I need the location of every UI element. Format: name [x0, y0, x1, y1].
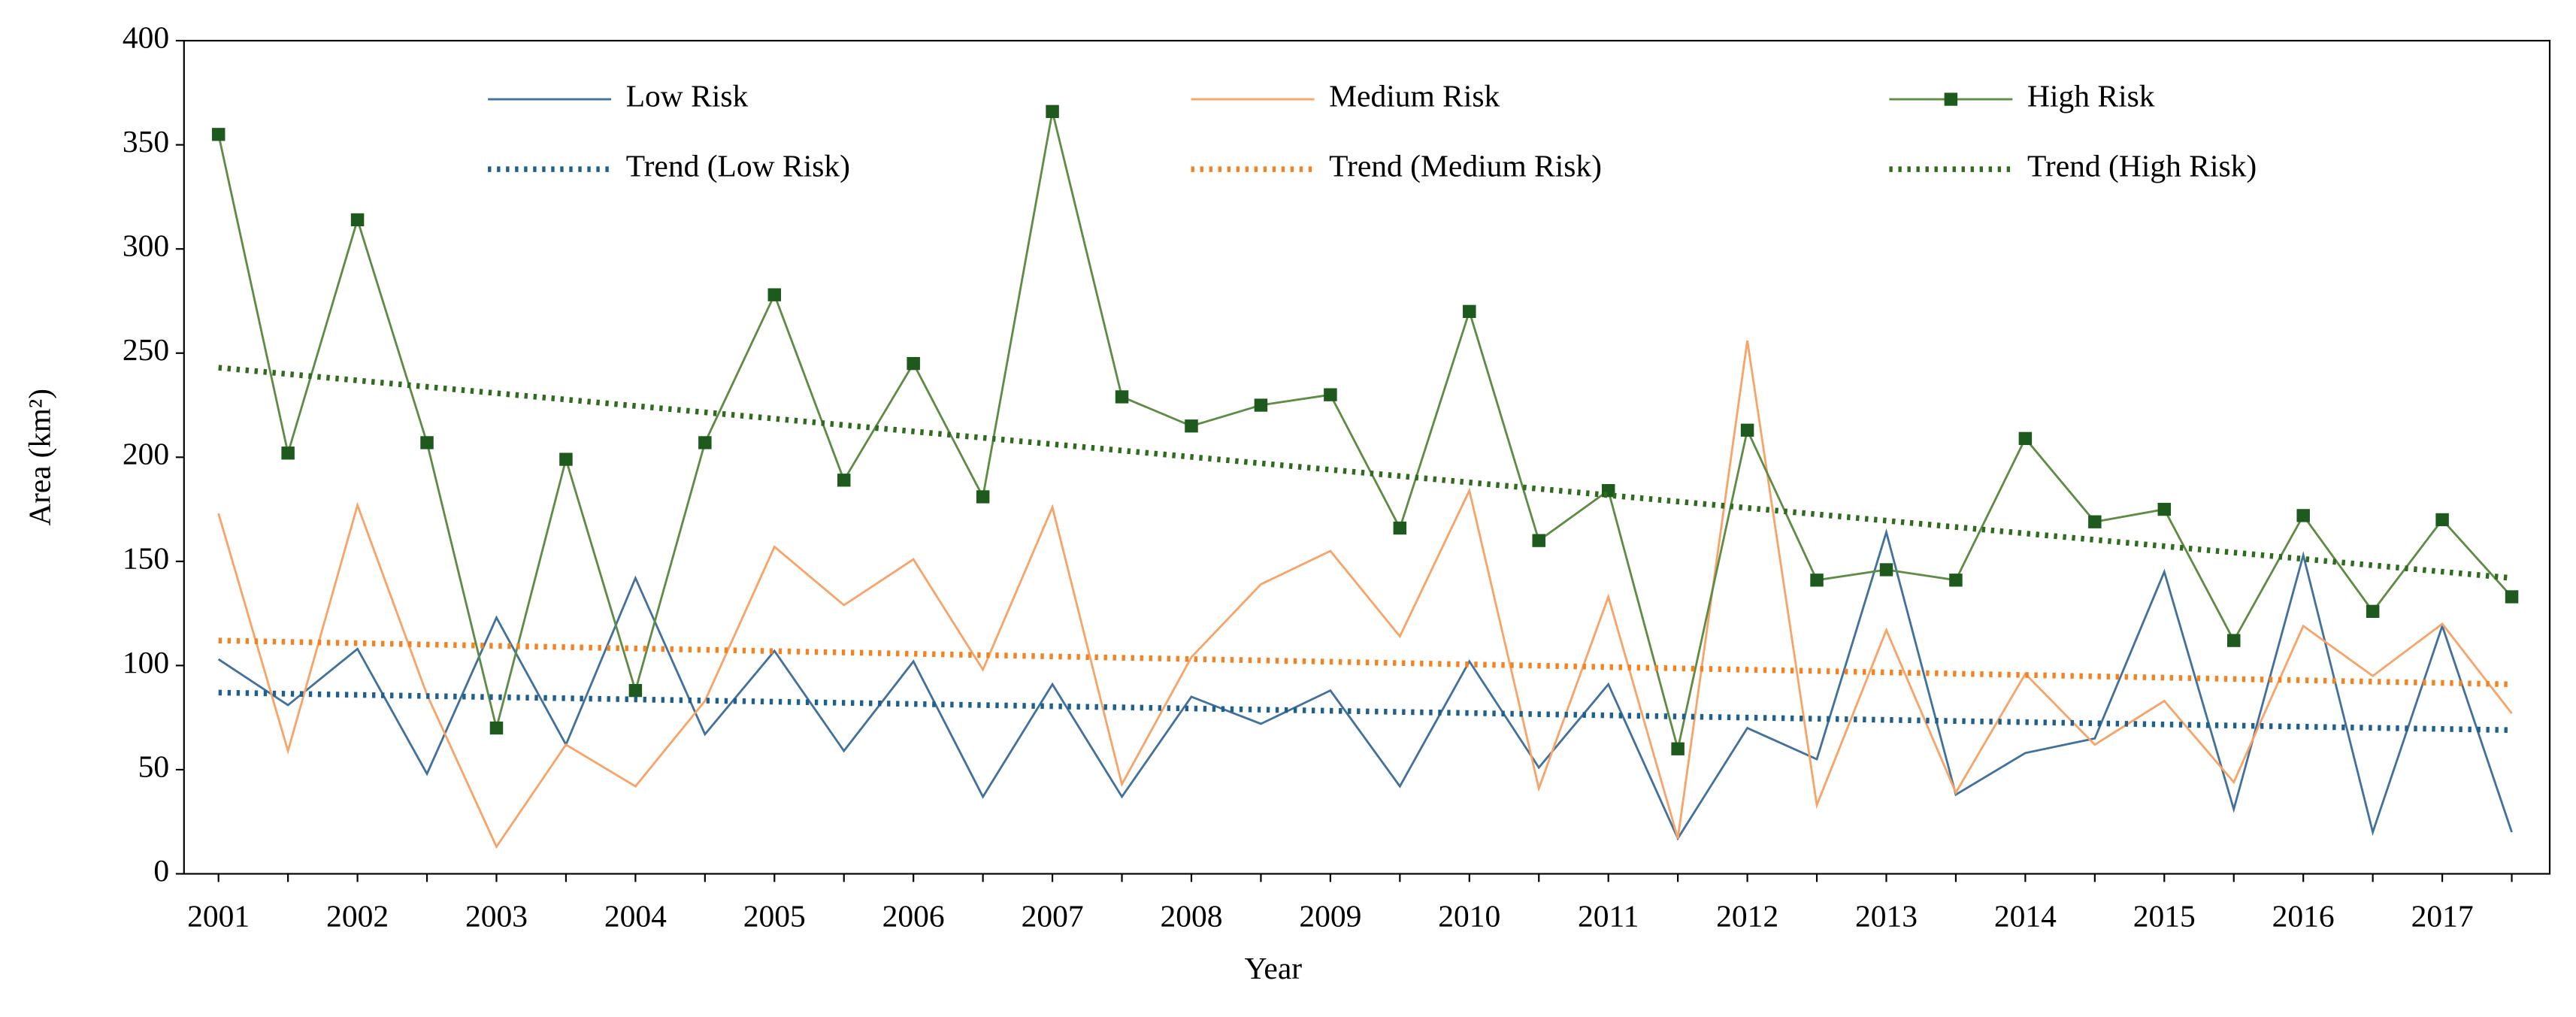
trend-line: [218, 637, 2512, 688]
x-tick-label: 2008: [1160, 899, 1222, 934]
x-tick-label: 2012: [1716, 899, 1778, 934]
y-tick-label: 100: [123, 645, 169, 680]
series-marker: [1949, 574, 1963, 587]
x-tick-label: 2003: [465, 899, 528, 934]
legend-label: High Risk: [2027, 79, 2155, 114]
series-marker: [1463, 304, 1476, 319]
x-tick-label: 2007: [1022, 899, 1084, 934]
legend-label: Trend (Medium Risk): [1329, 149, 1602, 184]
series-marker: [2088, 515, 2102, 528]
trend-line: [218, 689, 2512, 734]
series-marker: [1393, 521, 1407, 535]
series-marker: [559, 453, 573, 466]
x-tick-label: 2017: [2411, 899, 2474, 934]
y-tick-label: 150: [123, 540, 169, 575]
legend-label: Trend (High Risk): [2027, 149, 2257, 184]
series-marker: [1879, 563, 1893, 577]
series-marker: [2157, 502, 2172, 516]
y-axis-label: Area (km²): [22, 389, 57, 525]
x-tick-label: 2015: [2133, 899, 2196, 934]
series-marker: [837, 474, 851, 487]
x-tick-label: 2014: [1994, 899, 2057, 934]
y-tick-label: 250: [123, 332, 169, 367]
series-marker: [420, 436, 434, 449]
y-tick-label: 350: [123, 124, 169, 159]
x-tick-label: 2011: [1578, 899, 1639, 934]
x-tick-label: 2013: [1855, 899, 1918, 934]
series-marker: [489, 721, 504, 735]
series-marker: [2296, 509, 2310, 522]
series-marker: [1671, 742, 1685, 755]
series-marker: [698, 436, 712, 449]
series-marker: [976, 490, 990, 504]
y-tick-label: 50: [138, 749, 170, 784]
legend-marker: [1944, 92, 1958, 106]
series-marker: [1601, 483, 1615, 498]
y-tick-label: 400: [123, 20, 169, 55]
series-marker: [1810, 574, 1824, 587]
y-tick-label: 200: [123, 437, 169, 471]
y-tick-label: 300: [123, 229, 169, 263]
series-marker: [281, 446, 295, 460]
series-marker: [1185, 419, 1198, 433]
series-line: [217, 111, 2513, 749]
series-line: [217, 528, 2513, 841]
x-tick-label: 2006: [882, 899, 945, 934]
series-marker: [2505, 590, 2519, 604]
x-tick-label: 2010: [1438, 899, 1500, 934]
series-marker: [907, 356, 920, 371]
x-tick-label: 2002: [326, 899, 389, 934]
series-marker: [2226, 634, 2241, 647]
series-marker: [1115, 390, 1129, 404]
series-marker: [628, 683, 643, 698]
y-tick-label: 0: [153, 853, 169, 888]
legend-label: Trend (Low Risk): [626, 149, 850, 184]
x-tick-label: 2005: [743, 899, 806, 934]
legend-label: Low Risk: [626, 79, 749, 114]
x-axis-label: Year: [1245, 951, 1303, 985]
series-marker: [2435, 513, 2449, 527]
series-marker: [767, 288, 782, 301]
series-marker: [1254, 398, 1268, 412]
series-marker: [1532, 534, 1545, 547]
x-tick-label: 2009: [1299, 899, 1361, 934]
x-tick-label: 2004: [604, 899, 667, 934]
series-marker: [2018, 431, 2033, 446]
series-marker: [211, 128, 226, 141]
series-marker: [1046, 104, 1059, 118]
legend-label: Medium Risk: [1329, 79, 1500, 114]
series-line: [217, 340, 2513, 849]
series-marker: [1324, 388, 1337, 401]
series-marker: [350, 213, 365, 227]
series-marker: [2366, 604, 2380, 619]
series-marker: [1740, 423, 1754, 437]
x-tick-label: 2016: [2272, 899, 2335, 934]
x-tick-label: 2001: [187, 899, 250, 934]
